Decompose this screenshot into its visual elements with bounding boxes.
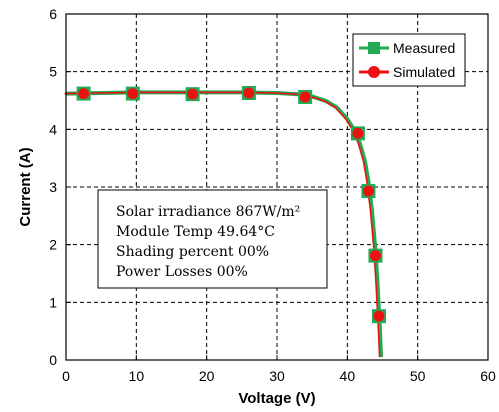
y-tick-label: 3: [49, 179, 57, 195]
legend-marker-measured: [368, 42, 380, 54]
simulated-curve: [64, 91, 381, 358]
simulated-point: [362, 185, 374, 197]
annotation-line: Power Losses 00%: [116, 264, 248, 280]
simulated-point: [373, 310, 385, 322]
simulated-point: [352, 127, 364, 139]
x-tick-label: 20: [199, 368, 215, 384]
y-tick-label: 1: [49, 294, 57, 310]
series-layer: [64, 86, 386, 358]
x-axis-title: Voltage (V): [238, 390, 315, 407]
x-tick-label: 50: [410, 368, 426, 384]
simulated-point: [127, 88, 139, 100]
simulated-point: [78, 88, 90, 100]
y-tick-label: 2: [49, 237, 57, 253]
simulated-point: [187, 88, 199, 100]
annotation-line: Solar irradiance 867W/m²: [116, 204, 300, 220]
x-tick-label: 10: [129, 368, 145, 384]
x-tick-label: 0: [62, 368, 70, 384]
y-tick-label: 6: [49, 6, 57, 22]
simulated-point: [369, 250, 381, 262]
y-tick-label: 5: [49, 64, 57, 80]
x-tick-label: 30: [269, 368, 285, 384]
annotation-line: Module Temp 49.64°C: [116, 224, 275, 240]
legend-label-simulated: Simulated: [393, 64, 455, 80]
y-axis-title: Current (A): [17, 147, 34, 226]
y-tick-label: 4: [49, 121, 57, 137]
simulated-point: [243, 87, 255, 99]
legend-marker-simulated: [368, 66, 380, 78]
tick-layer: 0 10 20 30 40 50 60 0 1 2 3 4 5 6: [49, 6, 496, 384]
annotation: Solar irradiance 867W/m² Module Temp 49.…: [97, 189, 328, 289]
legend-label-measured: Measured: [393, 40, 455, 56]
annotation-box: [97, 189, 328, 289]
x-tick-label: 40: [340, 368, 356, 384]
y-tick-label: 0: [49, 352, 57, 368]
annotation-line: Shading percent 00%: [116, 244, 269, 260]
x-tick-label: 60: [480, 368, 496, 384]
legend: Measured Simulated: [352, 33, 466, 87]
simulated-point: [299, 91, 311, 103]
